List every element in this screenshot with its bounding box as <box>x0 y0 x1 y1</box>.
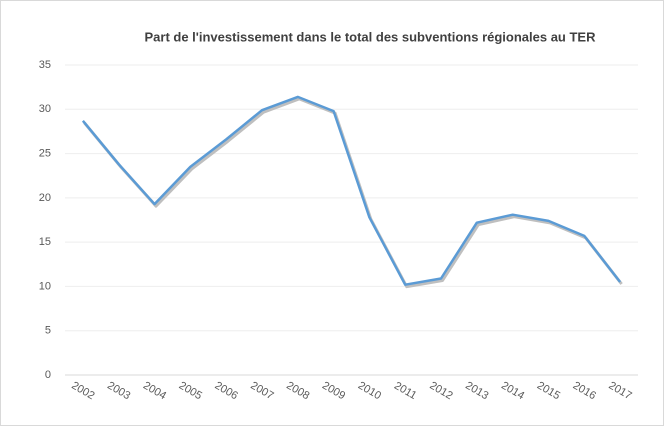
y-tick-label: 20 <box>39 192 51 204</box>
y-tick-label: 25 <box>39 147 51 159</box>
line <box>81 95 622 286</box>
y-tick-label: 5 <box>45 325 51 337</box>
chart-title: Part de l'investissement dans le total d… <box>144 29 596 44</box>
y-tick-label: 30 <box>39 103 51 115</box>
y-tick-label: 10 <box>39 280 51 292</box>
y-tick-label: 15 <box>39 236 51 248</box>
y-tick-label: 35 <box>39 59 51 71</box>
y-tick-label: 0 <box>45 369 51 381</box>
